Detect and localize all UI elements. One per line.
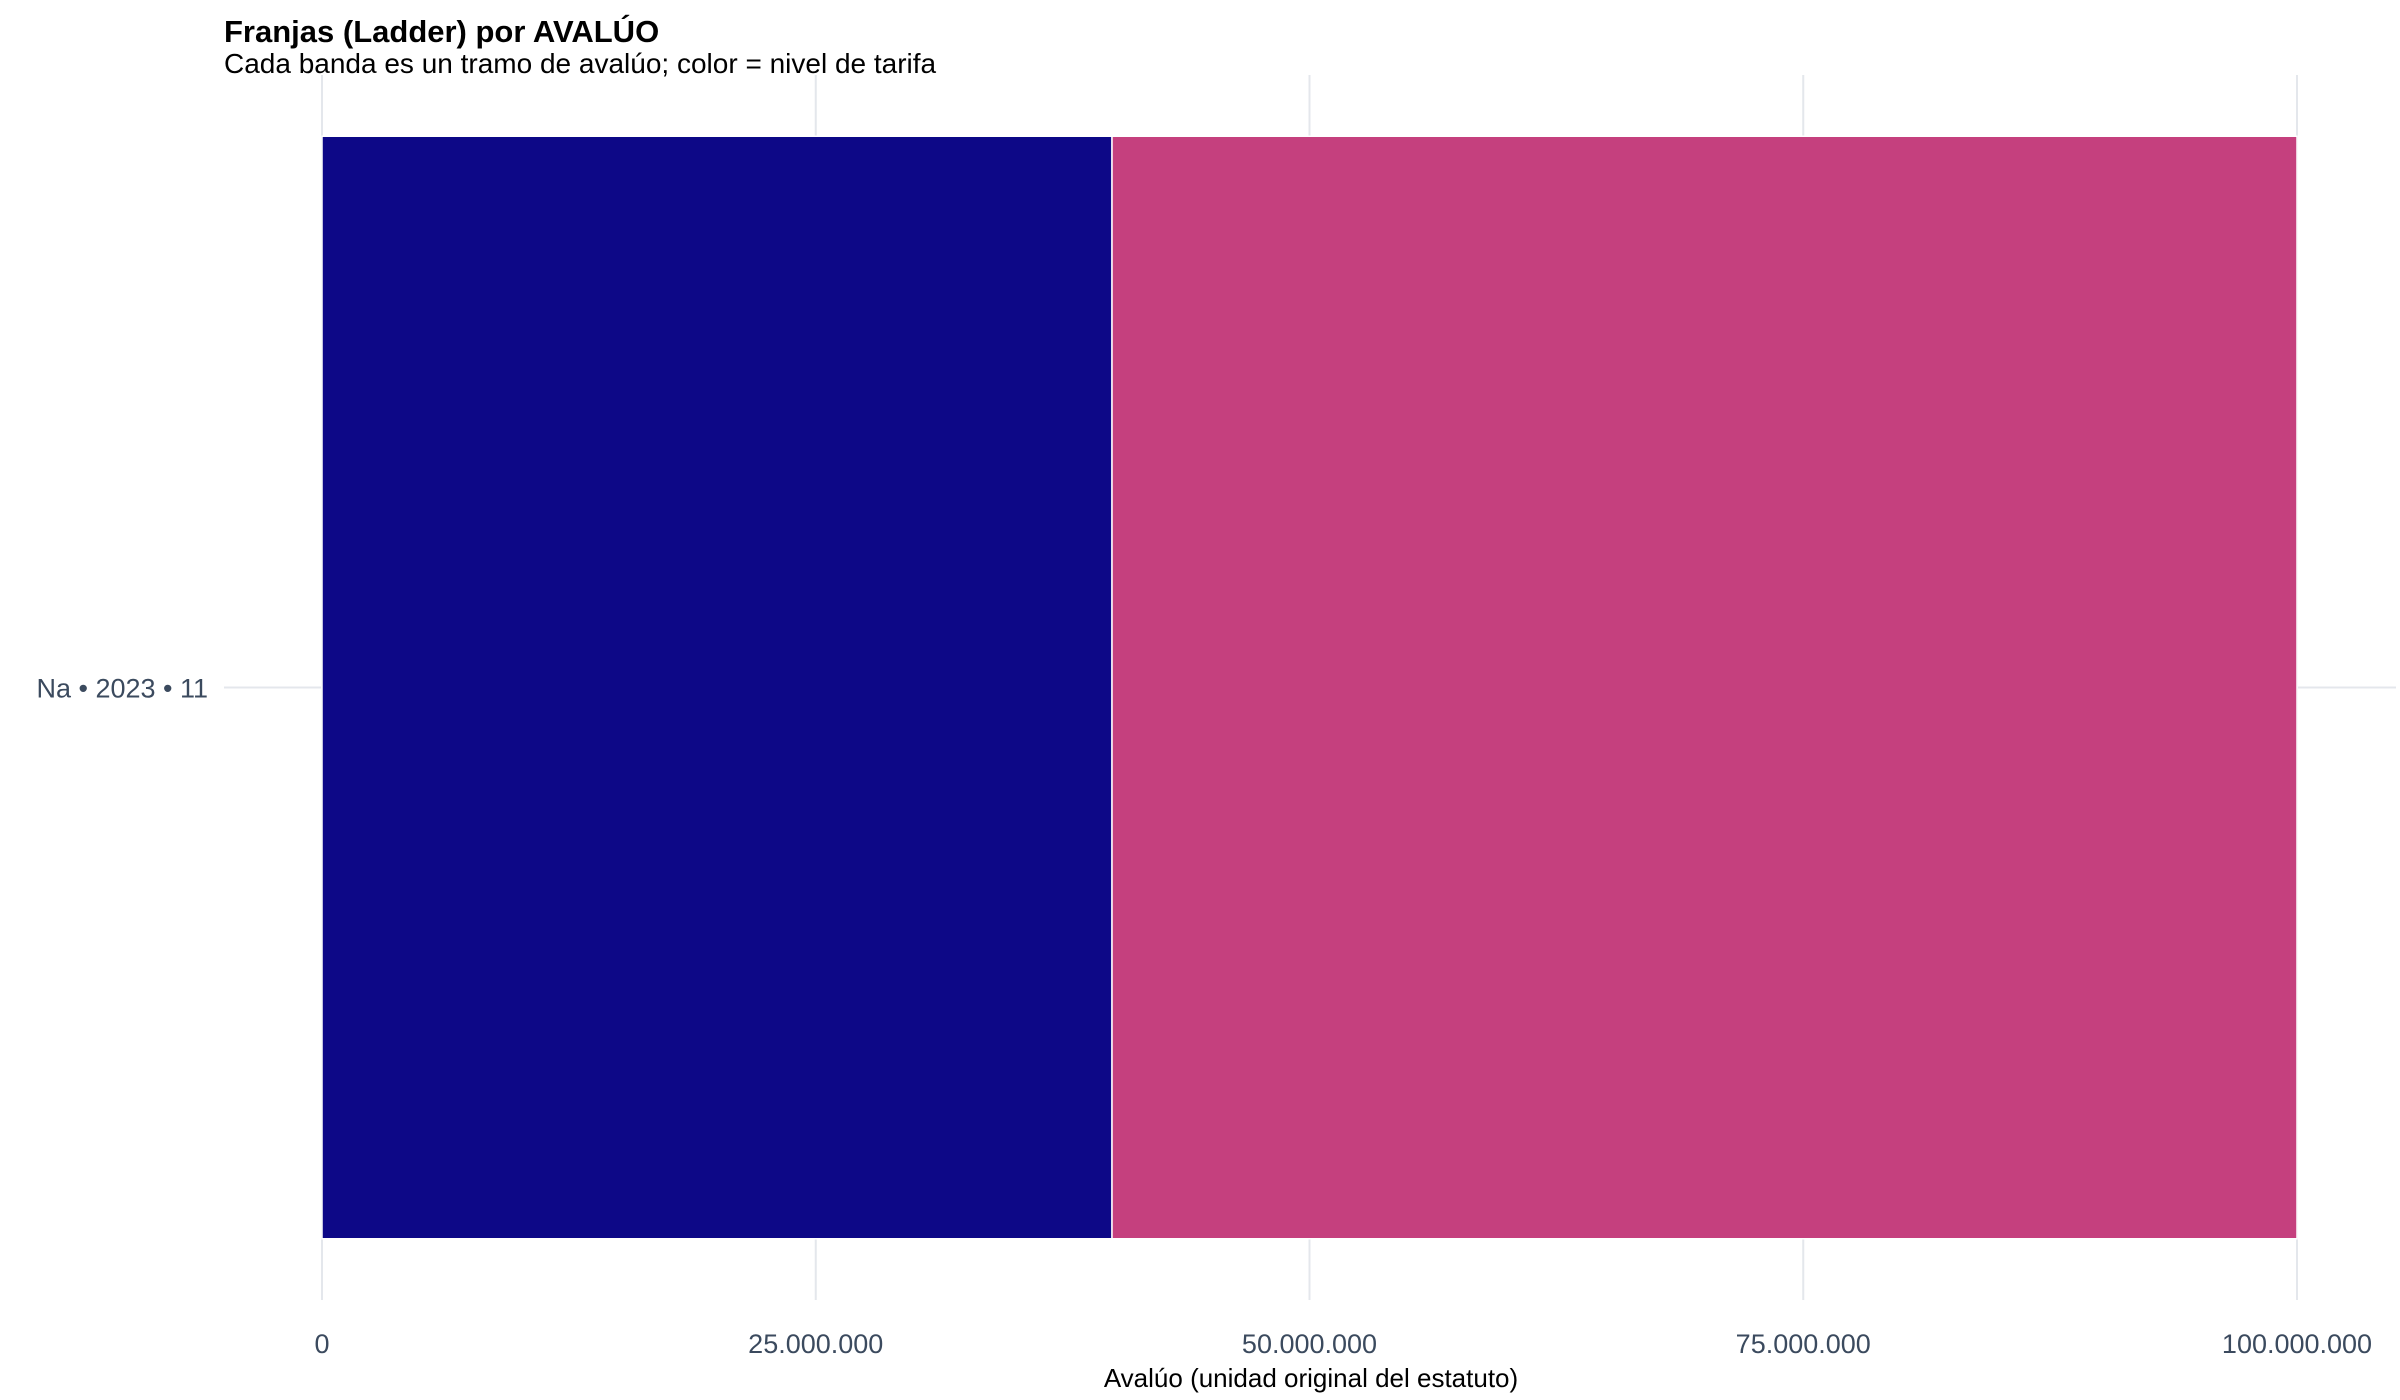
- x-axis-label: Avalúo (unidad original del estatuto): [1104, 1363, 1518, 1393]
- band-1: [321, 135, 1113, 1240]
- chart-subtitle: Cada banda es un tramo de avalúo; color …: [224, 48, 937, 79]
- bands: [321, 135, 2298, 1240]
- x-tick-label: 50.000.000: [1242, 1329, 1377, 1359]
- chart-title: Franjas (Ladder) por AVALÚO: [224, 13, 659, 49]
- x-axis-ticks: 0 25.000.000 50.000.000 75.000.000 100.000.0…: [314, 1329, 2372, 1359]
- x-tick-label: 0: [314, 1329, 329, 1359]
- y-axis-ticks: Na • 2023 • 11: [36, 674, 208, 704]
- x-tick-label: 100.000.000: [2222, 1329, 2372, 1359]
- y-tick-label: Na • 2023 • 11: [36, 674, 208, 704]
- x-tick-label: 25.000.000: [748, 1329, 883, 1359]
- x-tick-label: 75.000.000: [1736, 1329, 1871, 1359]
- band-2: [1111, 135, 2298, 1240]
